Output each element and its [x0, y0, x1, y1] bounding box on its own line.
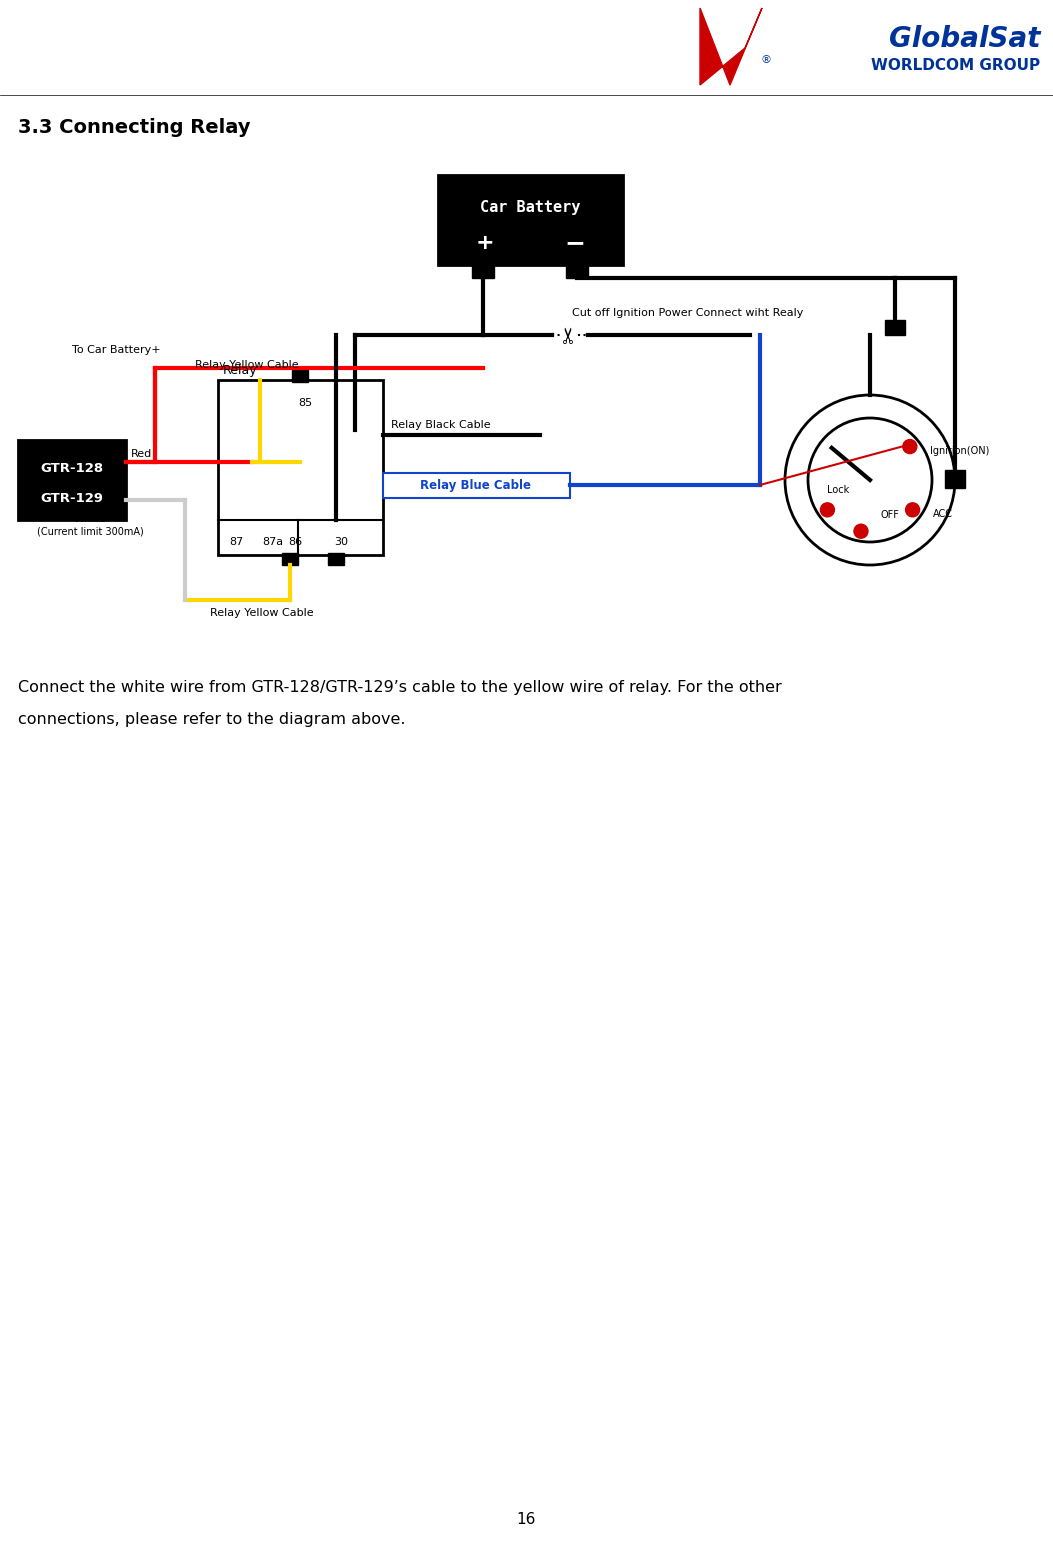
Polygon shape	[700, 8, 762, 86]
Text: Ignition(ON): Ignition(ON)	[930, 446, 989, 455]
Text: 87: 87	[229, 538, 243, 547]
Text: 3.3 Connecting Relay: 3.3 Connecting Relay	[18, 118, 251, 137]
Circle shape	[808, 418, 932, 542]
Text: 85: 85	[298, 397, 312, 408]
Text: GlobalSat: GlobalSat	[889, 25, 1040, 53]
Text: ®: ®	[760, 55, 771, 65]
Bar	[438, 174, 623, 265]
Text: Car Battery: Car Battery	[480, 199, 580, 215]
Text: (Current limit 300mA): (Current limit 300mA)	[37, 527, 143, 536]
Text: Relay Black Cable: Relay Black Cable	[391, 421, 491, 430]
Text: +: +	[476, 234, 494, 252]
Bar	[885, 319, 905, 335]
Text: 30: 30	[334, 538, 347, 547]
Text: Connect the white wire from GTR-128/GTR-129’s cable to the yellow wire of relay.: Connect the white wire from GTR-128/GTR-…	[18, 679, 781, 695]
Bar	[945, 471, 965, 488]
Circle shape	[902, 439, 917, 453]
Circle shape	[854, 523, 868, 538]
Text: White: White	[74, 514, 106, 523]
Bar	[383, 474, 570, 499]
Circle shape	[820, 503, 834, 517]
Text: To Car Battery+: To Car Battery+	[72, 344, 161, 355]
Text: 16: 16	[516, 1513, 536, 1527]
Bar	[472, 265, 494, 277]
Bar	[282, 553, 298, 566]
Text: Lock: Lock	[828, 485, 850, 495]
Text: WORLDCOM GROUP: WORLDCOM GROUP	[871, 58, 1040, 73]
Text: Relay: Relay	[223, 365, 258, 377]
Text: ACC: ACC	[933, 509, 953, 519]
Text: ✂: ✂	[560, 326, 580, 344]
Text: Relay Blue Cable: Relay Blue Cable	[420, 478, 532, 491]
Text: Relay Yellow Cable: Relay Yellow Cable	[195, 360, 299, 369]
Text: Cut off Ignition Power Connect wiht Realy: Cut off Ignition Power Connect wiht Real…	[572, 308, 803, 318]
Text: connections, please refer to the diagram above.: connections, please refer to the diagram…	[18, 712, 405, 728]
Bar	[18, 439, 126, 520]
Text: Relay Yellow Cable: Relay Yellow Cable	[210, 608, 314, 619]
Text: 86: 86	[287, 538, 302, 547]
Text: OFF: OFF	[881, 509, 900, 520]
Bar	[327, 553, 344, 566]
Bar	[567, 265, 588, 277]
Circle shape	[784, 396, 955, 566]
Text: Red: Red	[131, 449, 153, 460]
Text: −: −	[564, 231, 585, 256]
Bar	[218, 380, 383, 555]
Bar	[292, 369, 307, 382]
Circle shape	[906, 503, 919, 517]
Text: GTR-129: GTR-129	[40, 491, 103, 505]
Text: 87a: 87a	[262, 538, 283, 547]
Text: GTR-128: GTR-128	[40, 461, 103, 475]
